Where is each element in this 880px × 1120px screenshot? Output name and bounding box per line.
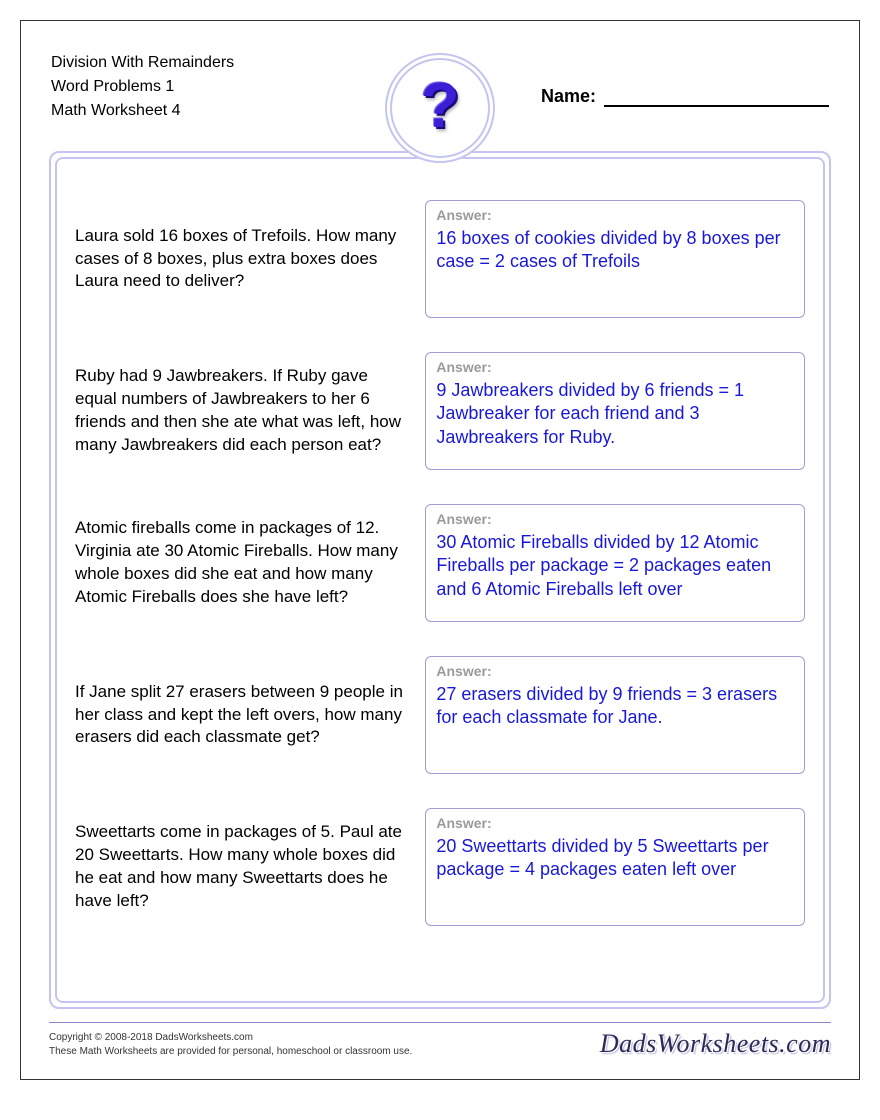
name-field: Name: [541, 86, 829, 107]
answer-text: 16 boxes of cookies divided by 8 boxes p… [436, 227, 794, 274]
problem-row: Atomic fireballs come in packages of 12.… [75, 498, 805, 628]
answer-box: Answer: 16 boxes of cookies divided by 8… [425, 200, 805, 318]
content-frame-outer: Laura sold 16 boxes of Trefoils. How man… [49, 151, 831, 1009]
name-input-line[interactable] [604, 105, 829, 107]
question-text: Laura sold 16 boxes of Trefoils. How man… [75, 225, 425, 294]
answer-label: Answer: [436, 815, 794, 831]
answer-label: Answer: [436, 511, 794, 527]
question-text: If Jane split 27 erasers between 9 peopl… [75, 681, 425, 750]
question-text: Atomic fireballs come in packages of 12.… [75, 517, 425, 609]
answer-text: 27 erasers divided by 9 friends = 3 eras… [436, 683, 794, 730]
problem-row: Ruby had 9 Jawbreakers. If Ruby gave equ… [75, 346, 805, 476]
disclaimer-text: These Math Worksheets are provided for p… [49, 1045, 412, 1059]
answer-text: 9 Jawbreakers divided by 6 friends = 1 J… [436, 379, 794, 449]
worksheet-page: Division With Remainders Word Problems 1… [20, 20, 860, 1080]
answer-label: Answer: [436, 359, 794, 375]
content-frame-inner: Laura sold 16 boxes of Trefoils. How man… [55, 157, 825, 1003]
logo-badge: ? [385, 53, 495, 163]
answer-label: Answer: [436, 663, 794, 679]
copyright-text: Copyright © 2008-2018 DadsWorksheets.com [49, 1031, 412, 1045]
footer-logo: DadsWorksheets.com [600, 1029, 831, 1059]
problem-row: Sweettarts come in packages of 5. Paul a… [75, 802, 805, 932]
name-label: Name: [541, 86, 596, 107]
problem-row: Laura sold 16 boxes of Trefoils. How man… [75, 194, 805, 324]
answer-text: 20 Sweettarts divided by 5 Sweettarts pe… [436, 835, 794, 882]
answer-label: Answer: [436, 207, 794, 223]
answer-text: 30 Atomic Fireballs divided by 12 Atomic… [436, 531, 794, 601]
footer: Copyright © 2008-2018 DadsWorksheets.com… [49, 1022, 831, 1059]
question-mark-icon: ? [420, 68, 459, 142]
problem-row: If Jane split 27 erasers between 9 peopl… [75, 650, 805, 780]
question-text: Sweettarts come in packages of 5. Paul a… [75, 821, 425, 913]
footer-text: Copyright © 2008-2018 DadsWorksheets.com… [49, 1031, 412, 1059]
question-text: Ruby had 9 Jawbreakers. If Ruby gave equ… [75, 365, 425, 457]
answer-box: Answer: 30 Atomic Fireballs divided by 1… [425, 504, 805, 622]
answer-box: Answer: 20 Sweettarts divided by 5 Sweet… [425, 808, 805, 926]
answer-box: Answer: 27 erasers divided by 9 friends … [425, 656, 805, 774]
answer-box: Answer: 9 Jawbreakers divided by 6 frien… [425, 352, 805, 470]
